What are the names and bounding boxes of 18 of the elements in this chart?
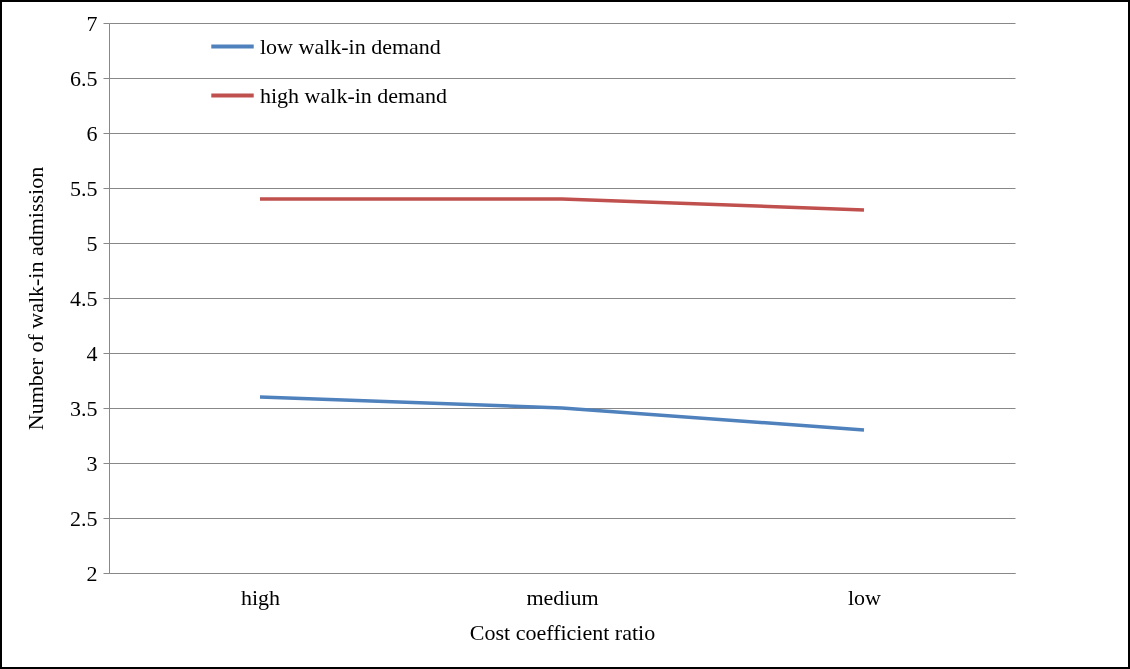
y-tick-label: 4 bbox=[86, 340, 98, 366]
y-tick-label: 5 bbox=[86, 230, 98, 256]
x-tick-label: high bbox=[240, 584, 281, 610]
y-tick-label: 5.5 bbox=[70, 175, 98, 201]
y-tick-label: 2.5 bbox=[70, 505, 98, 531]
legend-label: high walk-in demand bbox=[260, 82, 447, 108]
x-axis-title: Cost coefficient ratio bbox=[469, 619, 656, 645]
x-tick-label: low bbox=[848, 584, 882, 610]
x-tick-label: medium bbox=[526, 584, 599, 610]
y-tick-label: 2 bbox=[86, 560, 98, 586]
legend-label: low walk-in demand bbox=[260, 33, 441, 59]
y-tick-label: 3 bbox=[86, 450, 98, 476]
y-tick-label: 4.5 bbox=[70, 285, 98, 311]
y-tick-label: 6 bbox=[86, 120, 98, 146]
y-tick-label: 6.5 bbox=[70, 65, 98, 91]
y-tick-label: 3.5 bbox=[70, 395, 98, 421]
y-tick-label: 7 bbox=[86, 10, 98, 36]
y-axis-title: Number of walk-in admission bbox=[23, 166, 48, 431]
